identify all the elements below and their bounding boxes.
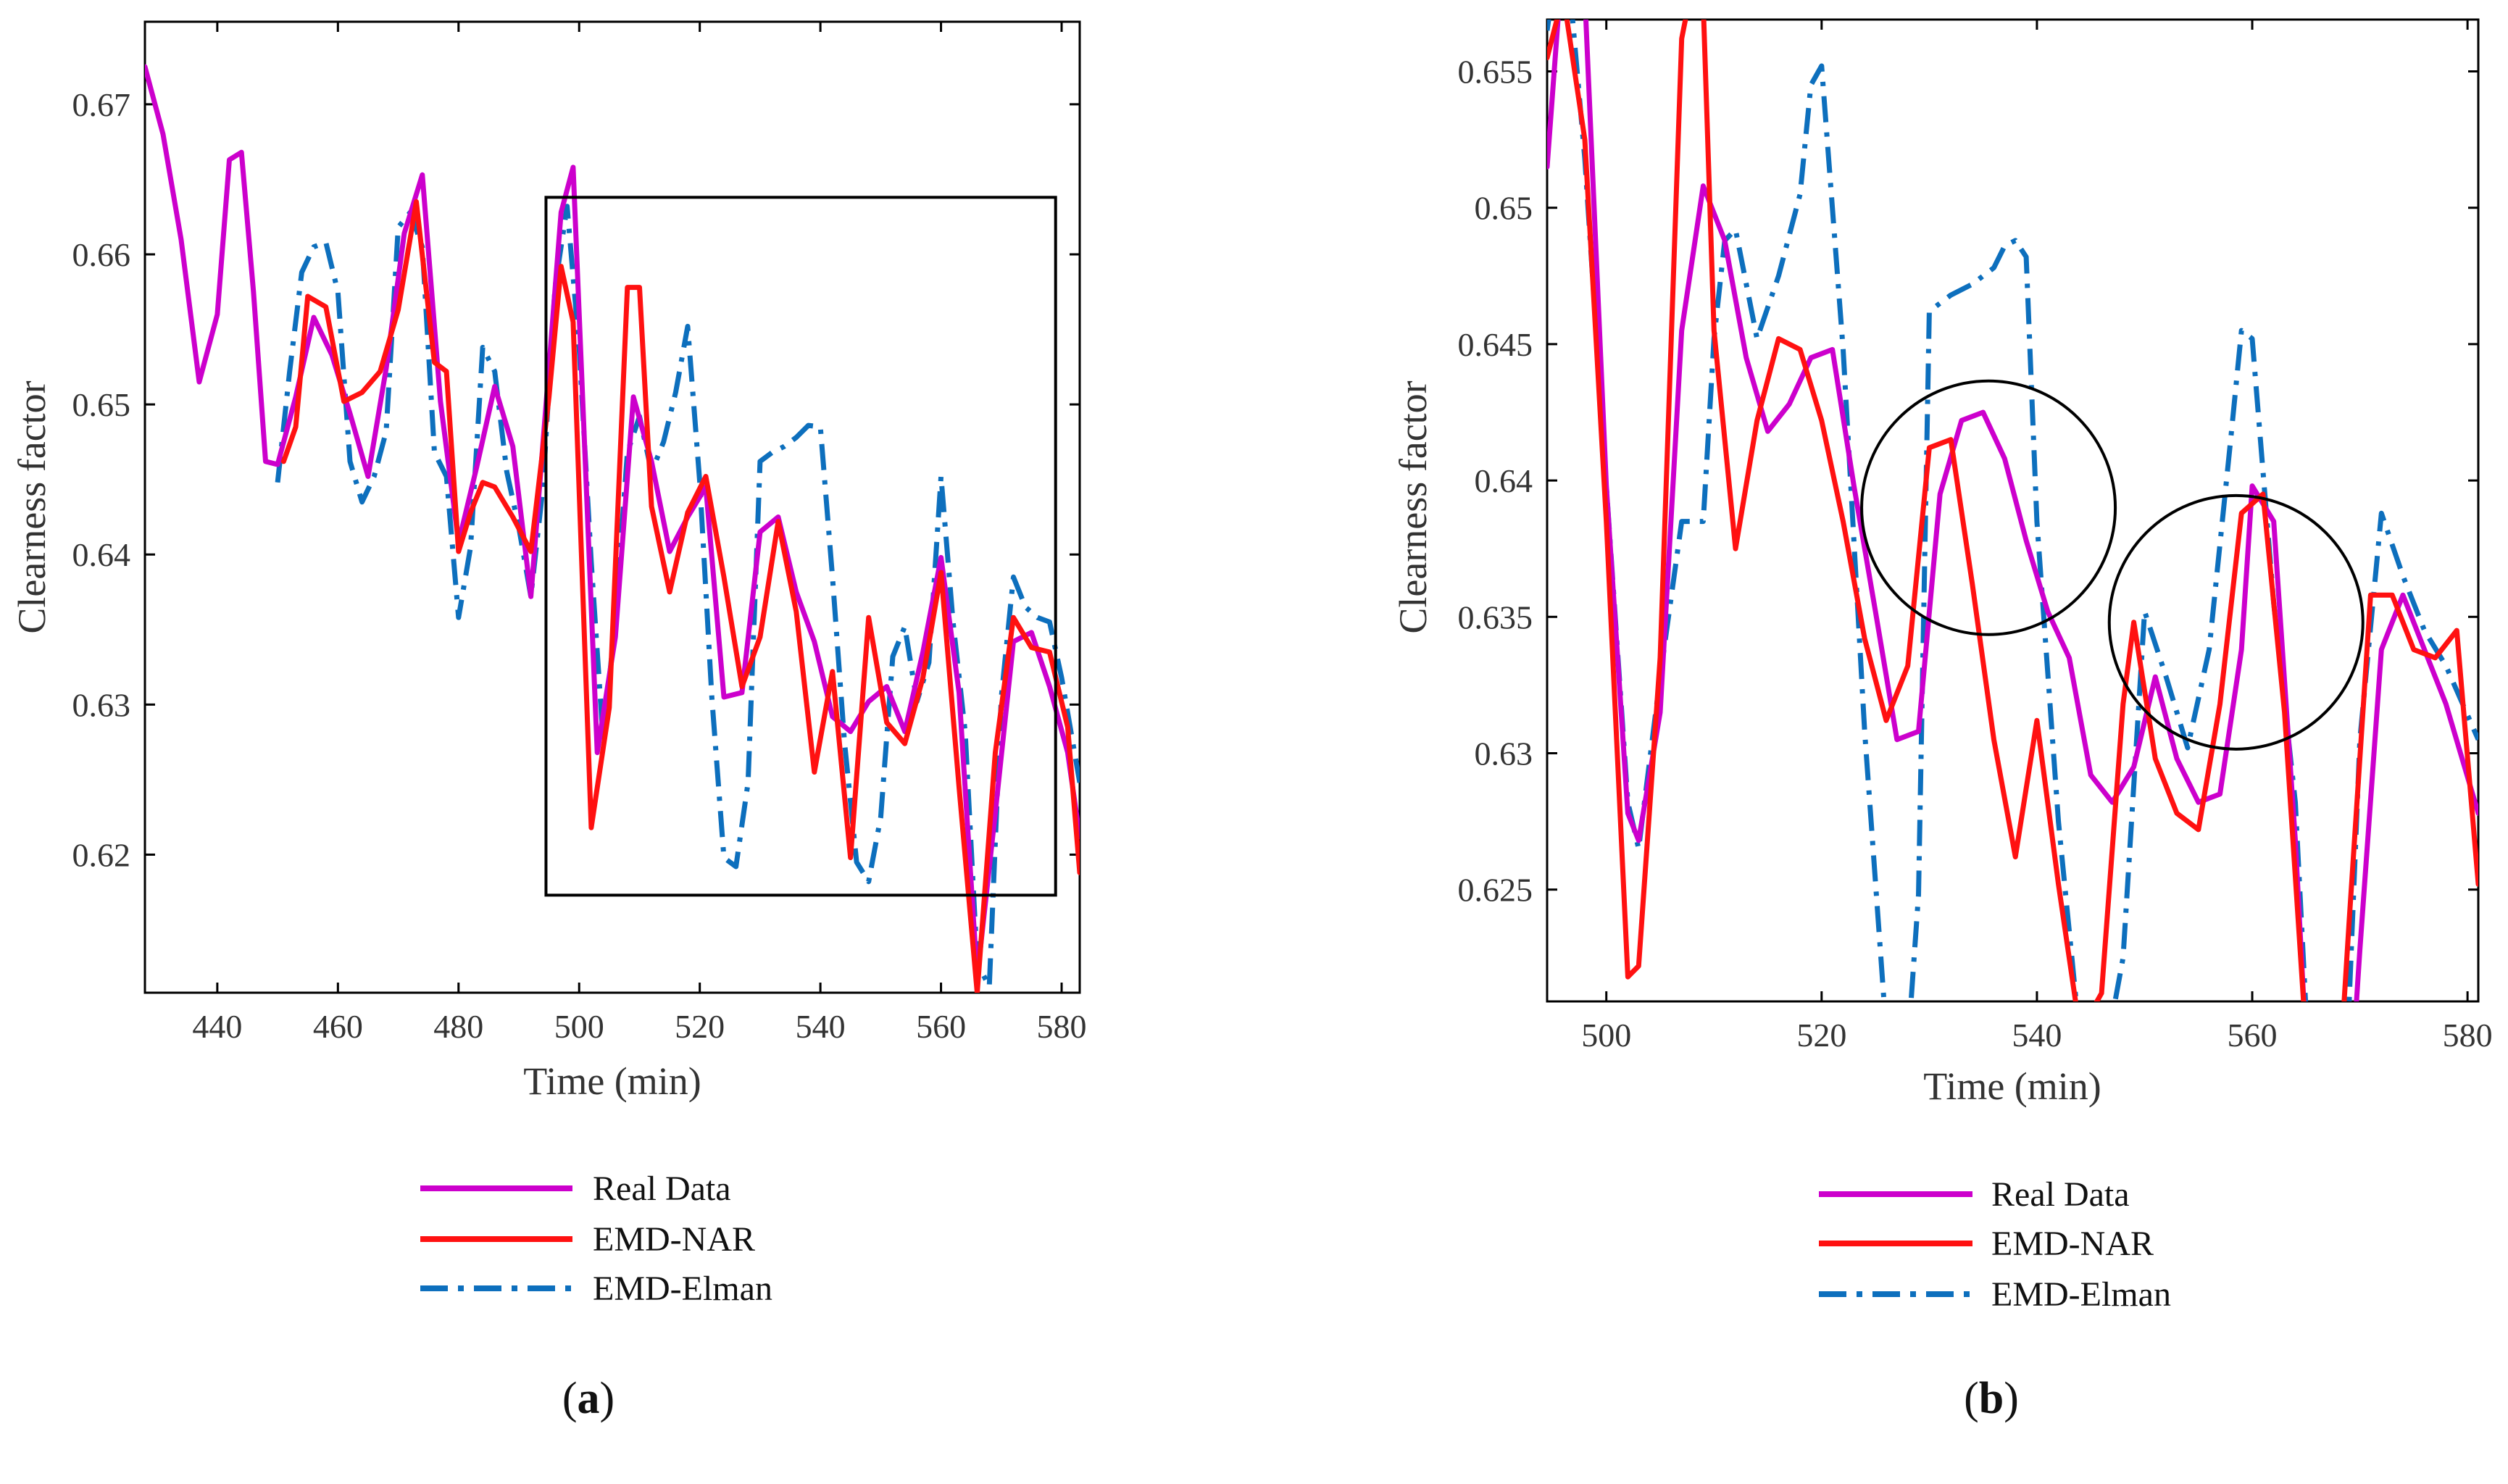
legend-a-real-label: Real Data	[593, 1170, 731, 1208]
panel-b-caption: (b)	[1964, 1374, 2019, 1423]
legend-a-nar-label: EMD-NAR	[593, 1220, 755, 1259]
panel-a: 440 460 480 500 520 540 560 580 0.62 0.63 0.64 0.65…	[10, 20, 1087, 1423]
y-tick-label: 0.625	[1458, 872, 1533, 909]
panel-a-legend: Real Data EMD-NAR EMD-Elman	[420, 1170, 772, 1308]
panel-a-plot-area	[143, 20, 1081, 994]
legend-b-nar-label: EMD-NAR	[1991, 1225, 2154, 1263]
x-tick-label: 500	[554, 1008, 604, 1045]
x-tick-label: 520	[675, 1008, 725, 1045]
series-line-emd-nar	[1547, 20, 2478, 1001]
y-tick-label: 0.63	[72, 686, 131, 723]
x-tick-label: 440	[192, 1008, 242, 1045]
panel-b-y-axis-label: Clearness factor	[1391, 380, 1435, 633]
y-tick-label: 0.635	[1458, 599, 1533, 635]
x-tick-label: 540	[2012, 1017, 2062, 1054]
panel-b: 500 520 540 560 580 0.625 0.63 0.635 0.64 0.645 0.…	[1391, 18, 2493, 1423]
panel-a-annotations	[544, 196, 1057, 897]
panel-a-y-axis-label: Clearness factor	[10, 380, 54, 633]
series-line-real-data	[145, 64, 1080, 980]
x-tick-label: 540	[796, 1008, 846, 1045]
panel-a-series	[145, 64, 1080, 993]
series-line-real-data	[1547, 20, 2478, 1001]
y-tick-label: 0.65	[72, 386, 131, 423]
panel-a-caption-close: )	[600, 1374, 615, 1423]
panel-a-caption: (a)	[562, 1374, 614, 1423]
x-tick-label: 580	[1037, 1008, 1087, 1045]
panel-b-series	[1547, 20, 2478, 1001]
highlight-circle-1	[1860, 379, 2117, 636]
panel-a-ticks: 440 460 480 500 520 540 560 580 0.62 0.63 0.64 0.65…	[72, 22, 1087, 1045]
y-tick-label: 0.65	[1475, 190, 1533, 227]
y-tick-label: 0.63	[1475, 735, 1533, 772]
y-tick-label: 0.645	[1458, 326, 1533, 363]
panel-b-annotations	[1860, 379, 2365, 751]
series-line-emd-elman	[1547, 20, 2478, 1001]
y-tick-label: 0.67	[72, 86, 131, 123]
x-tick-label: 520	[1796, 1017, 1846, 1054]
legend-b-elman-label: EMD-Elman	[1991, 1275, 2171, 1314]
x-tick-label: 560	[916, 1008, 966, 1045]
y-tick-label: 0.64	[72, 536, 131, 573]
x-tick-label: 460	[313, 1008, 363, 1045]
y-tick-label: 0.64	[1475, 462, 1533, 499]
legend-a-elman-label: EMD-Elman	[593, 1270, 772, 1308]
panel-b-legend: Real Data EMD-NAR EMD-Elman	[1819, 1175, 2171, 1314]
panel-b-caption-close: )	[2004, 1374, 2019, 1423]
panel-a-caption-open: (	[562, 1374, 578, 1423]
x-tick-label: 560	[2228, 1017, 2278, 1054]
panel-a-caption-letter: a	[578, 1374, 600, 1423]
panel-a-x-axis-label: Time (min)	[523, 1059, 701, 1103]
panel-b-x-axis-label: Time (min)	[1923, 1064, 2101, 1108]
legend-b-real-label: Real Data	[1991, 1175, 2130, 1214]
panel-b-caption-open: (	[1964, 1374, 1979, 1423]
series-line-emd-nar	[280, 199, 1080, 993]
x-tick-label: 580	[2443, 1017, 2493, 1054]
panel-b-ticks: 500 520 540 560 580 0.625 0.63 0.635 0.64 0.645 0.…	[1458, 20, 2493, 1054]
highlight-circle-2	[2107, 493, 2365, 751]
panel-b-caption-letter: b	[1979, 1374, 2004, 1423]
y-tick-label: 0.655	[1458, 54, 1533, 91]
y-tick-label: 0.66	[72, 236, 131, 273]
x-tick-label: 500	[1581, 1017, 1631, 1054]
x-tick-label: 480	[433, 1008, 483, 1045]
zoom-region-rectangle	[544, 196, 1057, 897]
y-tick-label: 0.62	[72, 836, 131, 873]
